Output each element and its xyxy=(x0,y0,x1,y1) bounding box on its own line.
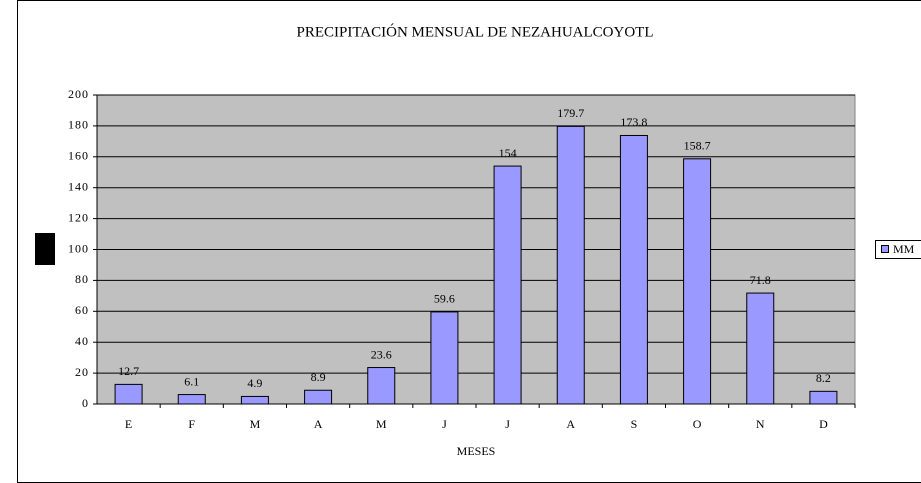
x-tick-label: F xyxy=(188,417,195,431)
y-tick-label: 200 xyxy=(68,87,89,101)
bar xyxy=(556,125,585,405)
x-tick-label: A xyxy=(566,417,575,431)
chart-title: PRECIPITACIÓN MENSUAL DE NEZAHUALCOYOTL xyxy=(297,23,654,40)
bar xyxy=(746,292,775,405)
y-tick-label: 100 xyxy=(68,241,89,255)
y-tick-label: 40 xyxy=(75,334,89,348)
x-tick-label: M xyxy=(250,417,261,431)
x-tick-label: J xyxy=(442,417,447,431)
data-label: 154 xyxy=(499,146,517,160)
bar xyxy=(240,395,269,405)
bar xyxy=(367,367,396,405)
bar xyxy=(177,394,206,405)
x-tick-label: N xyxy=(756,417,765,431)
y-tick-label: 140 xyxy=(68,179,89,193)
y-tick-label: 160 xyxy=(68,149,89,163)
y-tick-label: 20 xyxy=(75,365,89,379)
y-tick-label: 180 xyxy=(68,118,89,132)
data-label: 8.9 xyxy=(311,370,326,384)
bar xyxy=(619,134,648,405)
data-label: 173.8 xyxy=(620,115,647,129)
bar xyxy=(493,165,522,405)
x-tick-label: A xyxy=(314,417,323,431)
bar xyxy=(304,389,333,405)
y-tick-label: 120 xyxy=(68,210,89,224)
y-tick-label: 0 xyxy=(82,396,89,410)
bar xyxy=(683,158,712,405)
x-tick-label: D xyxy=(819,417,828,431)
legend-label: MM xyxy=(893,242,915,256)
x-tick-label: S xyxy=(631,417,638,431)
x-axis-label: MESES xyxy=(457,444,496,458)
data-label: 179.7 xyxy=(557,106,584,120)
data-label: 4.9 xyxy=(247,376,262,390)
x-tick-label: J xyxy=(505,417,510,431)
y-tick-label: 80 xyxy=(75,272,89,286)
data-label: 6.1 xyxy=(184,374,199,388)
data-label: 71.8 xyxy=(750,273,771,287)
legend-marker xyxy=(881,245,889,253)
bar xyxy=(430,311,459,405)
data-label: 158.7 xyxy=(684,139,711,153)
y-tick-label: 60 xyxy=(75,303,89,317)
data-label: 23.6 xyxy=(371,347,392,361)
x-tick-label: M xyxy=(376,417,387,431)
x-tick-label: E xyxy=(125,417,132,431)
data-label: 8.2 xyxy=(816,371,831,385)
data-label: 59.6 xyxy=(434,292,455,306)
data-label: 12.7 xyxy=(118,364,139,378)
bar xyxy=(114,383,143,405)
bar xyxy=(809,390,838,405)
x-tick-label: O xyxy=(693,417,702,431)
y-axis-label-redacted xyxy=(35,233,55,265)
